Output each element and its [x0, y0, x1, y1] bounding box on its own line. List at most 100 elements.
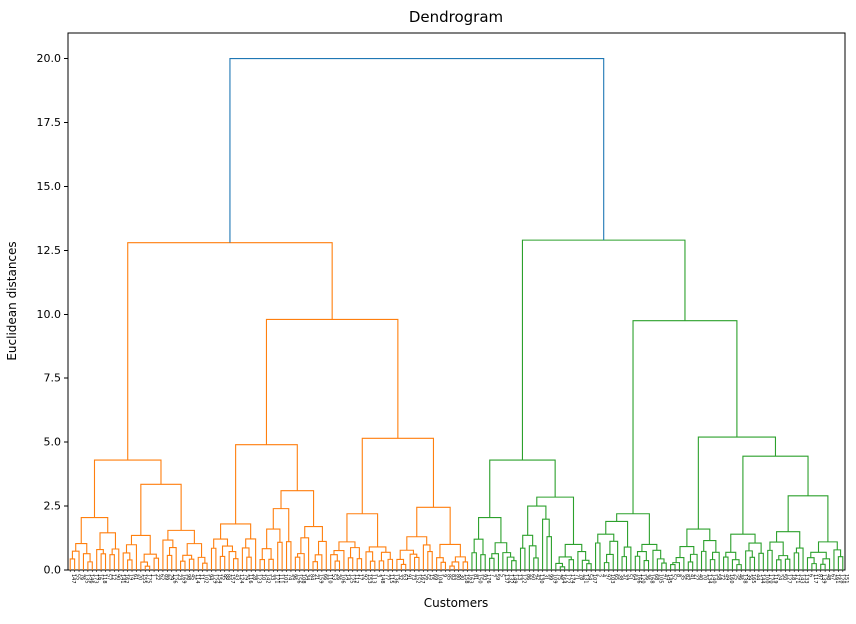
dendrogram-link: [473, 538, 484, 555]
leaf-label: 159: [317, 574, 323, 584]
leaf-label: 4: [600, 574, 606, 577]
leaf-label: 106: [340, 574, 346, 584]
dendrogram-link: [233, 558, 239, 570]
leaf-label: 81: [472, 574, 478, 580]
leaf-label: 139: [821, 574, 827, 584]
dendrogram-link: [168, 547, 177, 570]
dendrogram-link: [451, 561, 460, 570]
dendrogram-link: [784, 558, 791, 570]
dendrogram-link: [96, 548, 104, 570]
leaf-label: 105: [657, 574, 663, 584]
dendrogram-link: [246, 556, 252, 570]
dendrogram-link: [725, 551, 737, 560]
dendrogram-link: [462, 561, 469, 570]
dendrogram-link: [261, 548, 272, 560]
leaf-label: 165: [750, 574, 756, 584]
dendrogram-link: [679, 546, 695, 558]
leaf-label: 16: [97, 574, 103, 580]
leaf-label: 79: [242, 574, 248, 580]
leaf-label: 147: [70, 574, 76, 584]
leaf-label: 42: [534, 574, 540, 580]
dendrogram-link: [127, 559, 133, 570]
dendrogram-link: [449, 565, 455, 570]
leaf-label: 38: [618, 574, 624, 580]
leaf-label: 133: [803, 574, 809, 584]
dendrogram-link: [268, 558, 274, 570]
leaf-label: 120: [640, 574, 646, 584]
leaf-label: 103: [609, 574, 615, 584]
leaf-label: 50: [781, 574, 787, 580]
dendrogram-link: [595, 542, 601, 570]
dendrogram-link: [586, 563, 592, 570]
dendrogram-link: [100, 553, 107, 570]
leaf-label: 137: [503, 574, 509, 584]
dendrogram-link: [75, 542, 88, 554]
leaf-label: 98: [185, 574, 191, 580]
leaf-label: 126: [172, 574, 178, 584]
dendrogram-link: [837, 556, 844, 570]
leaf-label: 7: [490, 574, 496, 577]
leaf-label: 59: [494, 574, 500, 580]
dendrogram-link: [712, 551, 720, 570]
leaf-label: 171: [794, 574, 800, 584]
leaf-label: 33: [269, 574, 275, 580]
y-tick-label: 12.5: [37, 244, 62, 257]
dendrogram-link: [387, 558, 394, 570]
dendrogram-link: [304, 525, 323, 542]
dendrogram-link: [643, 560, 650, 570]
leaf-label: 110: [326, 574, 332, 584]
dendrogram-link: [568, 559, 575, 570]
leaf-label: 160: [728, 574, 734, 584]
dendrogram-link: [439, 543, 461, 558]
plot-border: [67, 32, 846, 571]
dendrogram-link: [180, 560, 186, 570]
dendrogram-link: [333, 550, 345, 570]
leaf-label: 175: [145, 574, 151, 584]
leaf-label: 124: [238, 574, 244, 584]
y-tick-label: 0.0: [44, 564, 62, 577]
dendrogram-link: [528, 545, 537, 570]
leaf-label: 43: [234, 574, 240, 580]
dendrogram-link: [346, 513, 379, 547]
dendrogram-link: [546, 536, 552, 570]
leaf-label: 69: [432, 574, 438, 580]
leaf-label: 61: [132, 574, 138, 580]
dendrogram-link: [745, 550, 753, 570]
dendrogram-link: [245, 538, 257, 570]
leaf-label: 101: [282, 574, 288, 584]
dendrogram-link: [144, 565, 151, 570]
leaf-label: 130: [538, 574, 544, 584]
leaf-label: 92: [362, 574, 368, 580]
leaf-label: 75: [556, 574, 562, 580]
dendrogram-link: [349, 547, 360, 559]
dendrogram-link: [700, 550, 707, 570]
leaf-label: 71: [573, 574, 579, 580]
leaf-label: 18: [790, 574, 796, 580]
leaf-label: 21: [313, 574, 319, 580]
leaf-label: 85: [445, 574, 451, 580]
leaf-label: 158: [463, 574, 469, 584]
dendrogram-link: [280, 490, 315, 527]
leaf-label: 129: [211, 574, 217, 584]
leaf-label: 76: [79, 574, 85, 580]
dendrogram-link: [793, 552, 800, 570]
dendrogram-link: [641, 543, 658, 552]
dendrogram-link: [409, 553, 418, 570]
leaf-label: 90: [114, 574, 120, 580]
dendrogram-link: [519, 547, 526, 570]
dendrogram-link: [356, 558, 363, 570]
dendrogram-link: [820, 563, 826, 570]
dendrogram-link: [220, 523, 252, 540]
leaf-label: 58: [715, 574, 721, 580]
leaf-label: 30: [459, 574, 465, 580]
leaf-label: 89: [163, 574, 169, 580]
leaf-label: 136: [392, 574, 398, 584]
dendrogram-link: [153, 557, 160, 570]
leaf-label: 121: [273, 574, 279, 584]
dendrogram-link: [609, 540, 619, 570]
leaf-label: 45: [189, 574, 195, 580]
leaf-label: 164: [560, 574, 566, 584]
leaf-label: 115: [388, 574, 394, 584]
